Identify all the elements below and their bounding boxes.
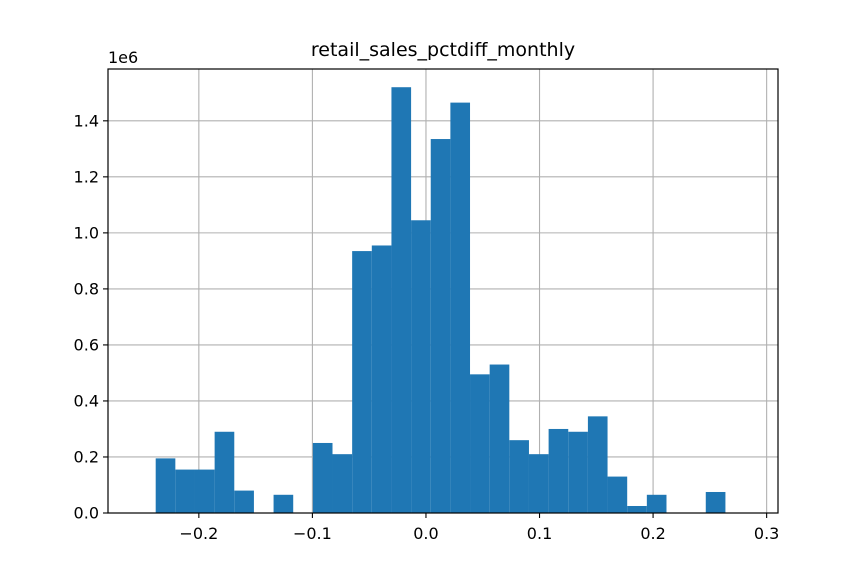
histogram-bar [646,494,667,513]
histogram-bar [470,374,490,513]
histogram-bars [155,87,726,514]
histogram-bar [528,454,549,513]
histogram-bar [371,245,392,513]
x-tick-label: −0.1 [293,524,332,543]
plot-frame [107,68,779,514]
histogram-bar [175,469,195,513]
y-tick-label: 0.0 [74,504,99,523]
histogram-bar [607,476,628,513]
histogram-bar [155,458,176,513]
y-tick-label: 0.6 [74,335,99,354]
histogram-bar [587,416,608,513]
x-tick-label: −0.2 [179,524,218,543]
y-tick-label: 0.2 [74,447,99,466]
histogram-bar [411,220,431,514]
y-tick-label: 1.4 [74,111,99,130]
x-tick-label: 0.3 [754,524,779,543]
chart-title: retail_sales_pctdiff_monthly [311,39,575,61]
x-axis: −0.2 −0.1 0.0 0.1 0.2 0.3 [179,513,779,543]
histogram-bar [234,490,254,513]
y-tick-label: 0.4 [74,391,99,410]
x-tick-label: 0.2 [640,524,665,543]
histogram-bar [568,431,588,513]
histogram-bar [489,364,510,513]
histogram-bar [312,442,333,513]
histogram-bar [273,494,294,513]
y-tick-label: 1.0 [74,223,99,242]
y-axis: 0.0 0.2 0.4 0.6 0.8 1.0 1.2 1.4 [74,111,108,523]
histogram-bar [332,454,353,513]
histogram-bar [214,431,235,513]
histogram-bar [450,102,471,513]
y-tick-label: 1.2 [74,167,99,186]
y-tick-label: 0.8 [74,279,99,298]
histogram-bar [352,251,372,513]
y-axis-offset-label: 1e6 [108,48,138,67]
histogram-bar [548,428,569,513]
histogram-bar [627,505,647,513]
histogram-bar [705,491,726,513]
histogram-bar [430,139,451,513]
histogram-bar [391,87,412,514]
histogram-bar [194,469,215,513]
histogram-bar [509,440,529,513]
x-tick-label: 0.0 [413,524,438,543]
x-tick-label: 0.1 [527,524,552,543]
